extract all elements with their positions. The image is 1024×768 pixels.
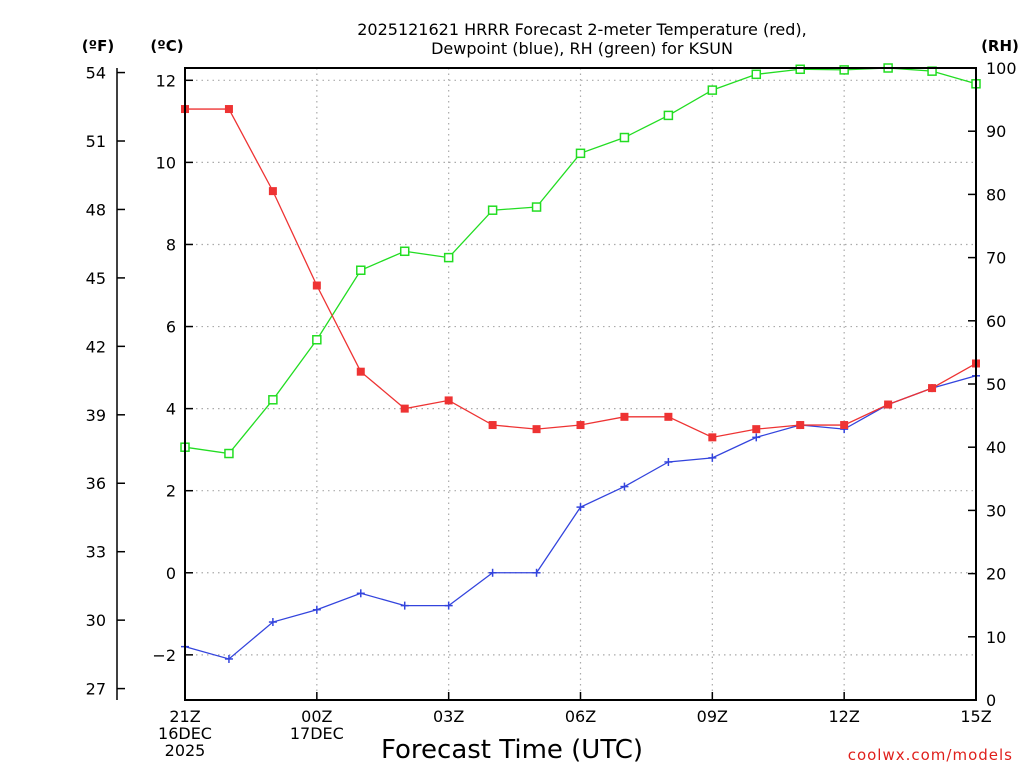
2-meter-temperature-point [268,187,277,196]
credit-text: coolwx.com/models [848,746,1013,764]
2-meter-temperature-point [708,433,717,442]
rh-tick-label: 100 [986,59,1017,78]
x-tick-label: 00Z [301,707,332,726]
fahrenheit-axis: 27 30 33 36 39 42 45 48 51 54 [86,64,125,699]
rh-point [399,246,410,257]
celsius-tick-label: 4 [166,400,176,419]
fahrenheit-tick-label: 33 [86,543,106,562]
rh-tick-label: 0 [986,691,996,710]
2-meter-temperature-point [752,425,761,434]
dewpoint-point [268,618,277,627]
rh-tick-label: 50 [986,375,1006,394]
rh-tick-label: 80 [986,185,1006,204]
rh-point [312,335,322,345]
2-meter-temperature-point [928,384,937,393]
celsius-unit-label: (ºC) [150,37,183,55]
rh-axis: 0 10 20 30 40 50 60 70 80 90 100 [968,59,1017,710]
rh-tick-label: 30 [986,501,1006,520]
2-meter-temperature-point [224,105,233,114]
2-meter-temperature-point [532,425,541,434]
dewpoint-point [444,601,453,610]
rh-unit-label: (RH) [981,37,1019,55]
dewpoint-point [532,568,541,577]
rh-tick-label: 70 [986,249,1006,268]
dewpoint-point [312,605,321,614]
dewpoint-point [576,503,585,512]
rh-tick-label: 20 [986,565,1006,584]
celsius-tick-label: 6 [166,318,176,337]
celsius-tick-label: 10 [156,153,176,172]
fahrenheit-unit-label: (ºF) [82,37,114,55]
dewpoint-point [752,433,761,442]
2-meter-temperature-point [400,404,409,413]
x-tick-label: 15Z [960,707,991,726]
2-meter-temperature-point [884,400,893,409]
2-meter-temperature-point [796,421,805,430]
rh-point [268,395,278,405]
fahrenheit-tick-label: 54 [86,64,106,83]
rh-point [795,64,805,75]
x-tick-label: 16DEC [158,724,212,743]
rh-point [531,202,542,212]
x-tick-label: 17DEC [290,724,344,743]
celsius-tick-label: 2 [166,482,176,501]
fahrenheit-tick-label: 36 [86,474,106,493]
dewpoint-point [620,482,629,491]
fahrenheit-tick-label: 39 [86,406,106,425]
celsius-tick-label: 8 [166,235,176,254]
rh-point [487,205,498,215]
x-tick-label: 12Z [829,707,860,726]
x-tick-label: 09Z [697,707,728,726]
dewpoint-point [356,589,365,598]
dewpoint-point [224,654,233,663]
dewpoint-point [400,601,409,610]
2-meter-temperature-point [356,367,365,376]
rh-point [443,252,454,263]
x-axis-title: Forecast Time (UTC) [381,735,643,765]
x-tick-label: 03Z [433,707,464,726]
fahrenheit-tick-label: 30 [86,611,106,630]
fahrenheit-tick-label: 27 [86,680,106,699]
2-meter-temperature-point [312,281,321,290]
2-meter-temperature-point [620,412,629,421]
fahrenheit-tick-label: 42 [86,337,106,356]
fahrenheit-tick-label: 51 [86,132,106,151]
celsius-tick-label: −2 [152,646,176,665]
dewpoint-series [181,371,980,663]
2-meter-temperature-point [664,412,673,421]
dewpoint-point [708,453,717,462]
fahrenheit-tick-label: 45 [86,269,106,288]
x-tick-label: 06Z [565,707,596,726]
rh-tick-label: 90 [986,122,1006,141]
celsius-tick-label: 12 [156,71,176,90]
chart-title-line-1: 2025121621 HRRR Forecast 2-meter Tempera… [357,20,807,39]
dewpoint-point [664,457,673,466]
2-meter-temperature-point [840,421,849,430]
celsius-tick-label: 0 [166,564,176,583]
fahrenheit-tick-label: 48 [86,200,106,219]
rh-point [839,65,849,75]
rh-tick-label: 60 [986,312,1006,331]
x-tick-label: 21Z [169,707,200,726]
rh-series [180,63,981,459]
chart-title-line-2: Dewpoint (blue), RH (green) for KSUN [431,39,733,58]
rh-tick-label: 10 [986,628,1006,647]
2-meter-temperature-point [576,421,585,430]
rh-point [224,448,234,459]
rh-point [663,110,674,121]
celsius-axis: −2 0 2 4 6 8 10 12 [152,71,193,665]
gridlines [185,68,976,700]
x-tick-label: 2025 [165,741,206,760]
dewpoint-point [488,568,497,577]
rh-tick-label: 40 [986,438,1006,457]
rh-point [751,69,762,80]
rh-point [707,85,718,95]
2-meter-temperature-point [488,421,497,430]
rh-point [575,148,586,159]
rh-point [356,265,366,275]
rh-point [619,132,630,143]
2-meter-temperature-point [444,396,453,405]
